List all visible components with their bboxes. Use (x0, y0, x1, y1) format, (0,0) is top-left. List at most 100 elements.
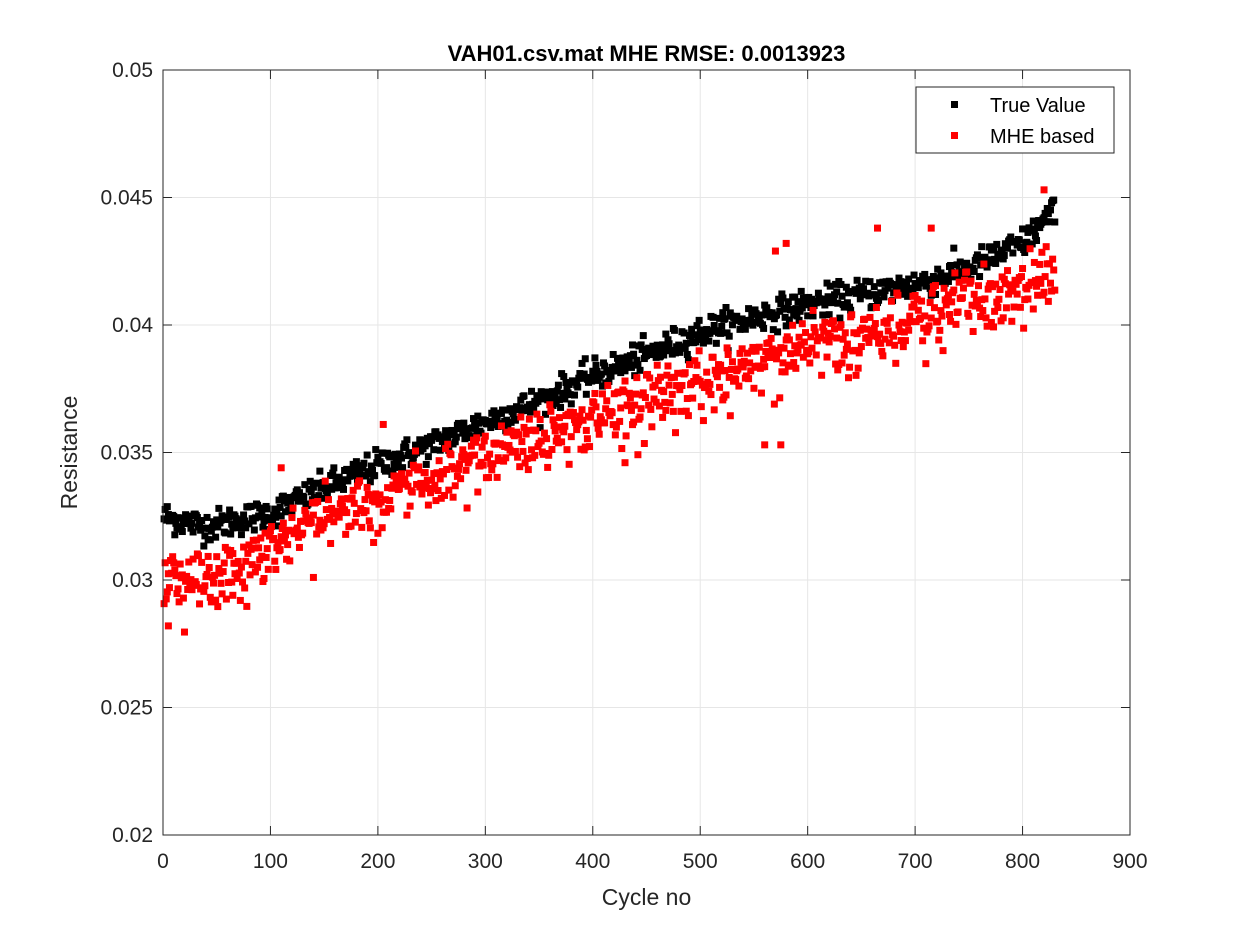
data-point (474, 412, 482, 420)
data-point (335, 473, 343, 481)
data-point (276, 546, 284, 554)
data-point (347, 522, 355, 530)
data-point (709, 353, 717, 361)
data-point (320, 520, 328, 528)
data-point (775, 295, 783, 303)
data-point (788, 362, 796, 370)
data-point (678, 382, 686, 390)
data-point (456, 460, 464, 468)
data-point (472, 438, 480, 446)
data-point (901, 337, 909, 345)
data-point (829, 317, 837, 325)
data-point (198, 517, 206, 525)
data-point (604, 381, 612, 389)
data-point (273, 507, 281, 515)
data-point (502, 454, 510, 462)
data-point (668, 390, 676, 398)
data-point (551, 392, 559, 400)
data-point (999, 314, 1007, 322)
data-point (483, 454, 491, 462)
data-point (709, 313, 717, 321)
data-point (218, 590, 226, 598)
data-point (1037, 279, 1045, 287)
data-point (934, 265, 942, 273)
data-point (990, 245, 998, 253)
data-point-outlier (927, 224, 935, 232)
data-point (817, 334, 825, 342)
data-point (609, 350, 617, 358)
data-point (377, 459, 385, 467)
data-point (424, 453, 432, 461)
data-point (257, 534, 265, 542)
data-point (402, 443, 410, 451)
chart-title: VAH01.csv.mat MHE RMSE: 0.0013923 (448, 41, 846, 66)
data-point (1050, 196, 1058, 204)
data-point (524, 466, 532, 474)
data-point (567, 400, 575, 408)
legend-box (915, 86, 1115, 154)
data-point (175, 598, 183, 606)
data-point (990, 323, 998, 331)
data-point (263, 505, 271, 513)
data-point (178, 528, 186, 536)
data-point (870, 324, 878, 332)
data-point (337, 495, 345, 503)
data-point (1051, 218, 1059, 226)
data-point (899, 343, 907, 351)
data-point (1028, 240, 1036, 248)
data-point (528, 387, 536, 395)
data-point (1036, 260, 1044, 268)
data-point (1031, 232, 1039, 240)
data-point (285, 506, 293, 514)
data-point (732, 376, 740, 384)
data-point (277, 512, 285, 520)
data-point (928, 289, 936, 297)
data-point (864, 334, 872, 342)
data-point-outlier (874, 224, 882, 232)
data-point (183, 572, 191, 580)
data-point (838, 292, 846, 300)
data-point (289, 504, 297, 512)
data-point (1046, 279, 1054, 287)
data-point (547, 407, 555, 415)
data-point (904, 292, 912, 300)
data-point (881, 335, 889, 343)
data-point (248, 561, 256, 569)
data-point (659, 413, 667, 421)
data-point (868, 332, 876, 340)
data-point (247, 502, 255, 510)
data-point (279, 492, 287, 500)
data-point (189, 555, 197, 563)
data-point (315, 492, 323, 500)
data-point (839, 335, 847, 343)
data-point (306, 477, 314, 485)
data-point (229, 524, 237, 532)
data-point (245, 541, 253, 549)
y-tick-label: 0.05 (112, 59, 153, 82)
data-point (445, 486, 453, 494)
data-point (906, 312, 914, 320)
data-point (885, 339, 893, 347)
data-point (379, 449, 387, 457)
data-point (434, 486, 442, 494)
data-point (447, 451, 455, 459)
data-point (842, 283, 850, 291)
data-point (307, 519, 315, 527)
data-point (172, 519, 180, 527)
data-point (660, 388, 668, 396)
data-point (618, 361, 626, 369)
data-point (810, 324, 818, 332)
data-point (589, 367, 597, 375)
data-point (837, 281, 845, 289)
data-point (629, 341, 637, 349)
data-point (617, 369, 625, 377)
data-point (186, 582, 194, 590)
data-point (219, 568, 227, 576)
data-point (699, 417, 707, 425)
data-point (961, 276, 969, 284)
data-point (875, 296, 883, 304)
data-point (497, 422, 505, 430)
y-tick-label: 0.02 (112, 824, 153, 847)
data-point (847, 306, 855, 314)
data-point (280, 537, 288, 545)
